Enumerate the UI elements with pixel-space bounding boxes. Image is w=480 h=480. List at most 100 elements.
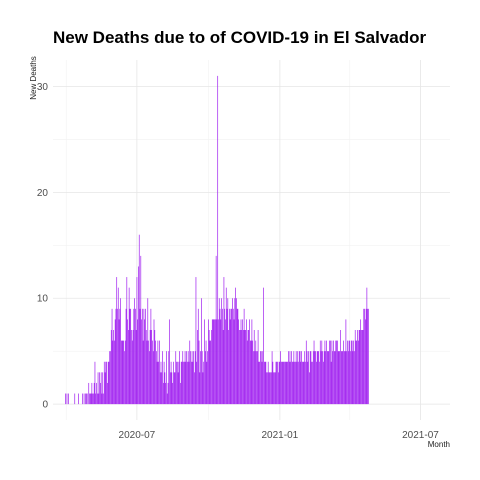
bar — [260, 351, 262, 405]
bar — [187, 361, 188, 405]
bar — [207, 351, 208, 405]
bar — [291, 351, 292, 405]
bar — [148, 351, 150, 405]
bar — [281, 361, 283, 405]
bar — [300, 361, 302, 405]
bar — [112, 340, 114, 405]
bar — [244, 330, 246, 405]
bar — [141, 308, 143, 405]
bar — [172, 382, 173, 405]
bar — [343, 340, 344, 405]
bar — [301, 351, 302, 405]
bar — [195, 277, 197, 405]
bar — [302, 361, 304, 405]
bar — [249, 319, 250, 405]
bar — [114, 340, 115, 405]
bar — [110, 351, 111, 405]
bar — [270, 372, 272, 405]
bar — [168, 351, 170, 405]
bar — [201, 298, 202, 405]
bar — [141, 319, 142, 405]
bar — [309, 372, 310, 405]
bar — [235, 287, 236, 405]
bar — [119, 308, 121, 405]
bar — [256, 351, 257, 405]
bar — [224, 308, 226, 405]
bar — [131, 330, 132, 405]
bar — [312, 351, 314, 405]
bar — [220, 319, 222, 405]
bar-layer — [65, 75, 369, 405]
bar — [274, 372, 275, 405]
bar — [92, 393, 93, 405]
bar — [164, 372, 166, 405]
bar — [267, 361, 269, 405]
bar — [254, 351, 256, 405]
bar — [97, 372, 99, 405]
bar — [253, 330, 255, 405]
bar — [134, 298, 135, 405]
bar — [282, 361, 284, 405]
bar — [250, 340, 252, 405]
bar — [205, 340, 207, 405]
bar — [353, 340, 355, 405]
bar — [334, 351, 336, 405]
bar — [316, 361, 317, 405]
bar — [204, 351, 206, 405]
bar — [347, 340, 348, 405]
bar — [263, 287, 264, 405]
bar — [174, 372, 176, 405]
bar — [211, 330, 212, 405]
bar — [162, 382, 164, 405]
bar — [222, 308, 223, 405]
bar — [107, 361, 109, 405]
bar — [196, 361, 198, 405]
bar — [219, 308, 221, 405]
bar — [359, 330, 361, 405]
bar — [212, 319, 214, 405]
bar — [275, 361, 277, 405]
bar — [232, 298, 233, 405]
bar — [266, 372, 267, 405]
bar — [145, 308, 146, 405]
bar — [190, 351, 191, 405]
bar — [213, 319, 215, 405]
bar — [328, 351, 330, 405]
bar — [302, 361, 303, 405]
bar — [356, 340, 358, 405]
bar — [363, 308, 365, 405]
bar — [159, 372, 161, 405]
bar — [249, 340, 251, 405]
bar — [280, 351, 281, 405]
bar — [304, 351, 306, 405]
bar — [287, 361, 288, 405]
bar — [315, 351, 316, 405]
bar — [242, 319, 243, 405]
y-tick-label: 10 — [37, 294, 49, 305]
bar — [198, 340, 200, 405]
bar — [137, 319, 139, 405]
bar — [274, 372, 276, 405]
bar — [239, 330, 241, 405]
bar — [117, 308, 118, 405]
bar — [284, 361, 286, 405]
bar — [246, 319, 247, 405]
bar — [232, 308, 234, 405]
bar — [335, 340, 337, 405]
bar — [298, 351, 300, 405]
bar — [143, 308, 145, 405]
bar — [173, 361, 174, 405]
bar — [108, 361, 110, 405]
bar — [245, 330, 247, 405]
bar — [74, 393, 76, 405]
bar — [278, 361, 280, 405]
bar — [105, 361, 107, 405]
bar — [126, 277, 128, 405]
bar — [192, 361, 194, 405]
bar — [352, 351, 354, 405]
bar — [228, 330, 229, 405]
bar — [265, 361, 267, 405]
bar — [305, 361, 306, 405]
bar — [175, 351, 177, 405]
bar — [217, 75, 219, 405]
